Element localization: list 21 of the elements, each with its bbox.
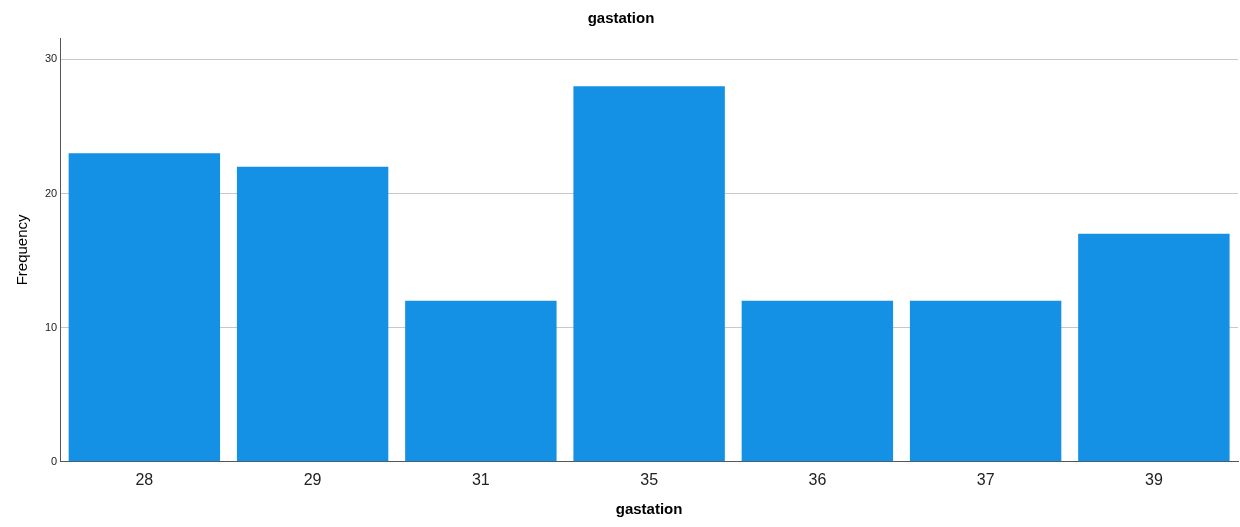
bar — [1078, 233, 1230, 462]
x-tick-label: 28 — [135, 470, 154, 488]
x-tick-label: 31 — [471, 470, 490, 488]
x-tick-label: 37 — [976, 470, 995, 488]
bar — [741, 300, 894, 462]
y-tick-label: 20 — [44, 186, 58, 199]
y-tick-label: 10 — [44, 320, 58, 333]
x-tick-label: 29 — [303, 470, 322, 488]
x-axis-title: gastation — [615, 500, 683, 518]
bar — [909, 300, 1062, 462]
bar — [405, 300, 557, 462]
x-tick-label: 39 — [1144, 470, 1163, 488]
bar — [573, 86, 725, 462]
bar — [68, 153, 221, 462]
y-tick-label: 30 — [44, 52, 58, 65]
y-axis-title: Frequency — [13, 213, 31, 286]
bar — [236, 166, 389, 462]
chart-title: gastation — [587, 9, 655, 27]
x-tick-label: 35 — [640, 470, 659, 488]
x-tick-label: 36 — [808, 470, 827, 488]
y-tick-label: 0 — [51, 454, 58, 467]
